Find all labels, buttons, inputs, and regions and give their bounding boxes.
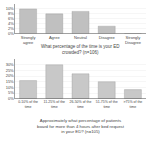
svg-text:25%: 25%	[6, 68, 14, 73]
svg-text:0-10% of thetime: 0-10% of thetime	[18, 100, 38, 109]
svg-text:StronglyDisagree: StronglyDisagree	[125, 35, 142, 45]
svg-text:20%: 20%	[6, 73, 14, 78]
svg-text:>75% of thetime: >75% of thetime	[124, 100, 143, 109]
svg-text:5%: 5%	[8, 90, 14, 95]
svg-text:Approximately what percentage: Approximately what percentage of patient…	[37, 118, 125, 134]
svg-text:8%: 8%	[8, 11, 14, 16]
svg-text:26-50% of thetime: 26-50% of thetime	[70, 100, 92, 109]
svg-text:0%: 0%	[8, 96, 14, 101]
svg-text:4%: 4%	[8, 21, 14, 26]
svg-text:Agree: Agree	[49, 35, 60, 40]
svg-text:0%: 0%	[8, 31, 14, 36]
svg-text:10%: 10%	[6, 6, 14, 11]
svg-text:30%: 30%	[6, 62, 14, 67]
svg-text:15%: 15%	[6, 79, 14, 84]
svg-text:6%: 6%	[8, 16, 14, 21]
svg-text:Disagree: Disagree	[99, 35, 116, 40]
svg-text:What percentage of the time is: What percentage of the time is your EDcr…	[41, 44, 120, 55]
svg-text:10%: 10%	[6, 85, 14, 90]
svg-text:2%: 2%	[8, 26, 14, 31]
svg-text:51-75% of thetime: 51-75% of thetime	[96, 100, 118, 109]
svg-text:Stronglyagree: Stronglyagree	[21, 35, 36, 45]
svg-text:11-25% of thetime: 11-25% of thetime	[44, 100, 66, 109]
svg-text:Neutral: Neutral	[74, 35, 87, 40]
